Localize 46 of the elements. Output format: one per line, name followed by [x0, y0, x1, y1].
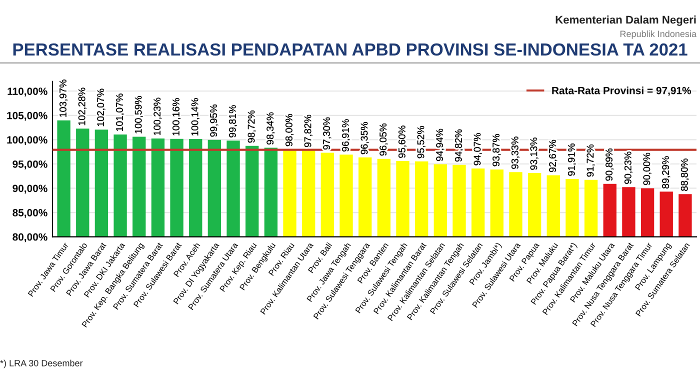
- data-label: 97,30%: [323, 117, 332, 150]
- data-label: 103,97%: [60, 80, 68, 117]
- data-label: 90,00%: [643, 152, 652, 186]
- data-label: 102,07%: [97, 88, 106, 126]
- data-label: 98,34%: [266, 112, 275, 145]
- data-label: 94,94%: [436, 128, 444, 162]
- data-label: 97,82%: [304, 114, 312, 148]
- data-label: 100,16%: [172, 98, 181, 136]
- data-label: 94,07%: [474, 133, 482, 166]
- data-label: 96,05%: [380, 123, 388, 156]
- y-tick-label: 90,00%: [12, 184, 48, 194]
- data-label: 98,72%: [248, 110, 256, 143]
- data-label: 99,95%: [210, 104, 218, 137]
- chart-title: PERSENTASE REALISASI PENDAPATAN APBD PROVINSI SE-INDONESIA TA 2021: [13, 43, 688, 56]
- data-label: 99,81%: [228, 105, 238, 138]
- text: *) LRA 30 Desember: [0, 360, 83, 368]
- y-tick-label: 95,00%: [12, 160, 48, 170]
- text: Kementerian Dalam Negeri: [556, 15, 696, 26]
- data-label: 100,14%: [191, 98, 200, 136]
- legend-label: Rata-Rata Provinsi = 97,91%: [552, 86, 692, 96]
- data-label: 92,67%: [549, 140, 558, 172]
- text: Republik Indonesia: [620, 30, 697, 39]
- data-label: 93,33%: [511, 136, 520, 169]
- y-tick-label: 85,00%: [12, 209, 48, 218]
- data-label: 95,60%: [398, 126, 407, 158]
- data-label: 93,13%: [530, 138, 538, 170]
- data-label: 96,35%: [360, 122, 369, 154]
- data-label: 91,91%: [568, 144, 576, 176]
- data-label: 101,07%: [116, 94, 124, 131]
- data-label: 88,80%: [680, 158, 689, 191]
- data-label: 91,72%: [586, 144, 595, 177]
- y-tick-label: 110,00%: [8, 88, 48, 96]
- y-tick-label: 100,00%: [7, 136, 48, 146]
- data-label: 102,28%: [78, 88, 86, 126]
- data-label: 100,59%: [134, 96, 143, 134]
- data-label: 100,23%: [154, 98, 162, 136]
- data-label: 96,91%: [342, 119, 350, 152]
- data-label: 90,89%: [606, 148, 614, 181]
- y-tick-label: 80,00%: [12, 233, 48, 242]
- data-label: 93,87%: [492, 134, 501, 166]
- data-label: 95,52%: [417, 126, 426, 158]
- data-label: 94,82%: [454, 129, 463, 162]
- y-tick-label: 105,00%: [7, 112, 48, 121]
- data-label: 90,23%: [624, 152, 632, 184]
- data-label: 89,29%: [662, 156, 670, 188]
- data-label: 98,00%: [285, 114, 294, 146]
